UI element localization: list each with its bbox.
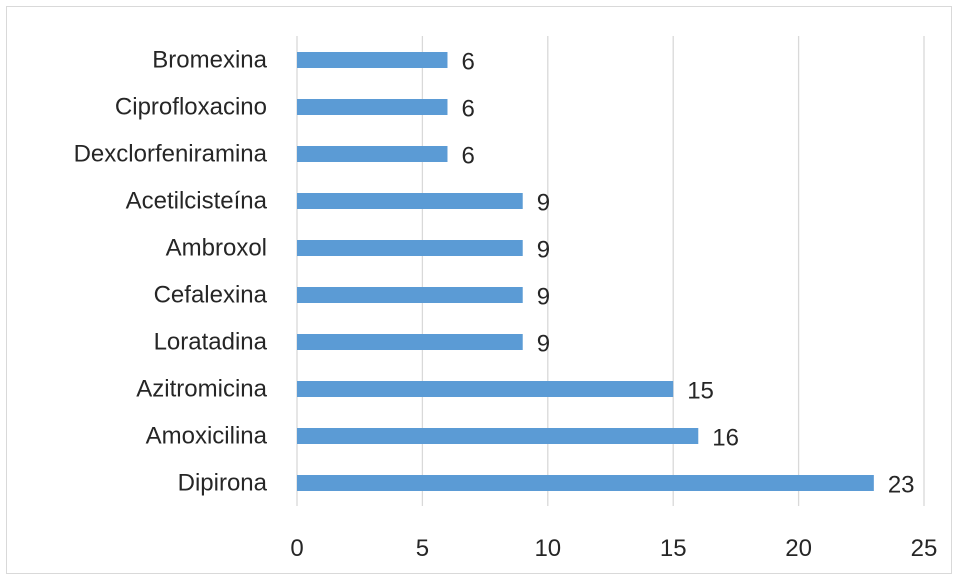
x-tick-label-25: 25 — [911, 535, 938, 562]
bar-acetilcisteina — [297, 193, 523, 209]
category-label-bromexina: Bromexina — [152, 47, 267, 74]
category-label-dipirona: Dipirona — [178, 470, 268, 497]
x-tick-label-20: 20 — [785, 535, 812, 562]
data-label-ciprofloxacino: 6 — [461, 96, 474, 123]
bar-dipirona — [297, 475, 874, 491]
data-label-ambroxol: 9 — [537, 237, 550, 264]
bar-azitromicina — [297, 381, 674, 397]
data-labels: 6 6 6 9 9 9 9 15 16 23 — [461, 49, 914, 499]
data-label-dexclorfeniramina: 6 — [461, 143, 474, 170]
data-label-dipirona: 23 — [888, 472, 915, 499]
bar-ambroxol — [297, 240, 523, 256]
data-label-cefalexina: 9 — [537, 284, 550, 311]
bar-ciprofloxacino — [297, 99, 448, 115]
category-label-cefalexina: Cefalexina — [154, 282, 268, 309]
category-label-ciprofloxacino: Ciprofloxacino — [115, 94, 267, 121]
bar-cefalexina — [297, 287, 523, 303]
x-tick-label-10: 10 — [534, 535, 561, 562]
category-label-azitromicina: Azitromicina — [136, 376, 267, 403]
bar-dexclorfeniramina — [297, 146, 448, 162]
data-label-azitromicina: 15 — [687, 378, 714, 405]
x-tick-label-15: 15 — [660, 535, 687, 562]
category-label-loratadina: Loratadina — [154, 329, 268, 356]
bar-loratadina — [297, 334, 523, 350]
category-label-ambroxol: Ambroxol — [166, 235, 267, 262]
data-label-amoxicilina: 16 — [712, 425, 739, 452]
bar-amoxicilina — [297, 428, 699, 444]
category-label-acetilcisteina: Acetilcisteína — [126, 188, 268, 215]
category-label-amoxicilina: Amoxicilina — [146, 423, 268, 450]
x-tick-label-5: 5 — [416, 535, 429, 562]
bars — [297, 52, 874, 491]
x-axis-tick-labels: 0 5 10 15 20 25 — [290, 535, 937, 562]
data-label-loratadina: 9 — [537, 331, 550, 358]
category-label-dexclorfeniramina: Dexclorfeniramina — [74, 141, 268, 168]
bar-bromexina — [297, 52, 448, 68]
category-labels: Bromexina Ciprofloxacino Dexclorfeniramina… — [74, 47, 268, 497]
data-label-bromexina: 6 — [461, 49, 474, 76]
x-tick-label-0: 0 — [290, 535, 303, 562]
data-label-acetilcisteina: 9 — [537, 190, 550, 217]
